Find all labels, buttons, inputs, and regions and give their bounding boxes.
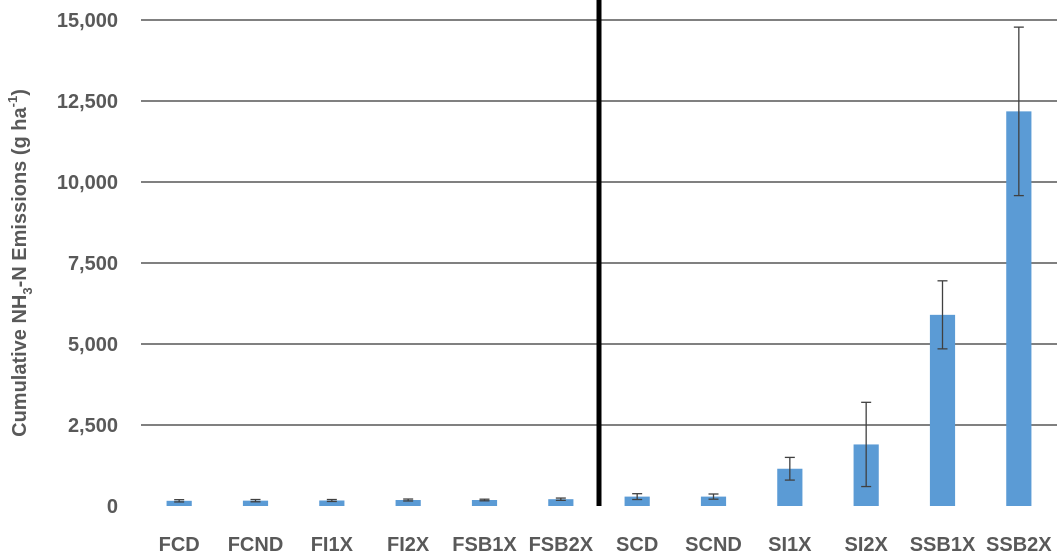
x-tick-label: SCD [616, 534, 658, 554]
y-tick-label: 5,000 [68, 334, 118, 356]
error-bars [174, 26, 1024, 503]
y-tick-label: 10,000 [57, 172, 118, 194]
bar [700, 496, 727, 506]
y-tick-labels: 0 2,500 5,000 7,500 10,000 12,500 15,000 [57, 10, 118, 518]
y-axis-title-suffix: ) [9, 89, 31, 96]
y-axis-title-prefix: Cumulative NH [9, 295, 31, 437]
x-tick-label: FCND [228, 534, 284, 554]
x-tick-label: SCND [685, 534, 742, 554]
x-tick-label: SSB1X [910, 534, 976, 554]
y-axis-title-subscript: 3 [20, 287, 35, 294]
bar [395, 500, 421, 506]
y-tick-label: 7,500 [68, 253, 118, 275]
bar [624, 496, 650, 506]
x-tick-label: FSB2X [529, 534, 594, 554]
x-tick-label: FI2X [387, 534, 430, 554]
y-tick-label: 12,500 [57, 91, 118, 113]
y-tick-label: 15,000 [57, 10, 118, 32]
bars [166, 111, 1032, 507]
x-tick-label: SI1X [768, 534, 812, 554]
y-tick-label: 2,500 [68, 415, 118, 437]
y-axis-title: Cumulative NH3-N Emissions (g ha-1) [5, 89, 35, 437]
bar [166, 500, 192, 506]
bar [242, 500, 269, 506]
x-tick-labels: FCD FCND FI1X FI2X FSB1X FSB2X SCD SCND SI1X SI2X… [159, 534, 1053, 554]
y-tick-label: 0 [107, 496, 118, 518]
x-tick-label: FSB1X [452, 534, 517, 554]
y-axis-title-superscript: -1 [5, 96, 20, 108]
x-tick-label: FCD [159, 534, 200, 554]
x-tick-label: FI1X [311, 534, 354, 554]
bar [319, 500, 345, 506]
bar [471, 500, 498, 506]
x-tick-label: SI2X [844, 534, 888, 554]
y-axis-title-middle: -N Emissions (g ha [9, 106, 31, 287]
bar [548, 499, 574, 506]
x-tick-label: SSB2X [986, 534, 1052, 554]
